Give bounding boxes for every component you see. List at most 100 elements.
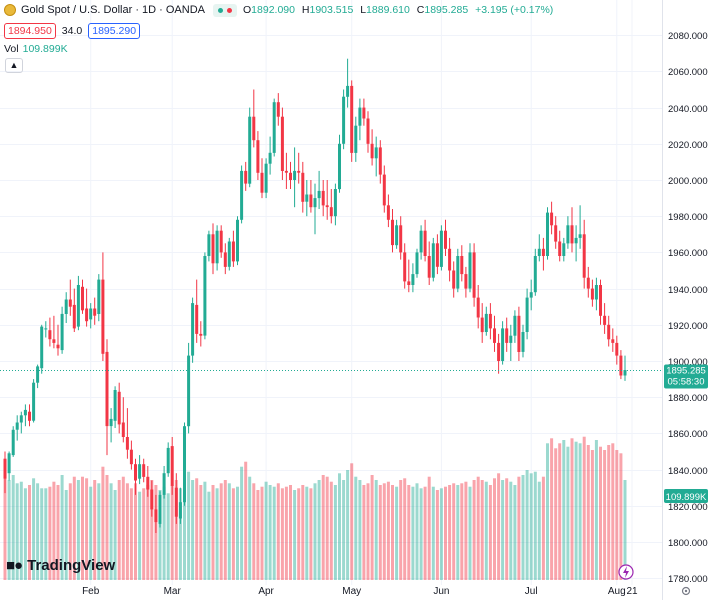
volume-bar — [52, 481, 56, 580]
volume-bar — [317, 480, 321, 580]
candle — [244, 161, 248, 191]
price-tick-label: 1780.000 — [668, 574, 708, 585]
candle — [207, 230, 211, 262]
tradingview-logo[interactable]: ■● TradingView — [6, 557, 115, 574]
volume-bar — [301, 485, 305, 580]
candle — [427, 241, 431, 285]
volume-bar — [448, 485, 452, 580]
candle — [158, 491, 162, 528]
price-axis[interactable]: 1780.000 1800.000 1820.000 1840.000 1860.000… — [668, 31, 708, 585]
candle — [272, 98, 276, 157]
candle — [513, 310, 517, 343]
volume-bar — [68, 483, 72, 580]
volume-bar — [603, 450, 607, 580]
candle — [195, 279, 199, 343]
candle — [178, 487, 182, 524]
symbol-title[interactable]: Gold Spot / U.S. Dollar · 1D · OANDA — [21, 4, 205, 16]
candle — [174, 473, 178, 524]
candle — [187, 342, 191, 434]
candle — [472, 243, 476, 307]
candle — [374, 136, 378, 177]
volume-bar — [166, 493, 170, 580]
volume-label[interactable]: Vol — [4, 43, 19, 55]
candle — [509, 324, 513, 361]
volume-bar — [505, 478, 509, 580]
volume-bar — [342, 480, 346, 580]
volume-bar — [570, 438, 574, 580]
volume-bar — [297, 488, 301, 580]
volume-bar — [105, 475, 109, 580]
candle — [497, 333, 501, 374]
buy-button[interactable]: 1895.290 — [88, 23, 141, 39]
candle — [423, 219, 427, 262]
sell-button[interactable]: 1894.950 — [4, 23, 56, 39]
candle — [333, 183, 337, 226]
volume-bar — [623, 480, 627, 580]
candle — [386, 194, 390, 228]
candle — [325, 180, 329, 220]
volume-bar — [362, 485, 366, 580]
volume-bar — [125, 483, 129, 580]
volume-bar — [89, 486, 93, 580]
candle — [219, 225, 223, 258]
volume-bar — [305, 486, 309, 580]
volume-bar — [32, 478, 36, 580]
candle — [415, 248, 419, 278]
candle — [264, 158, 268, 199]
volume-bar — [517, 476, 521, 580]
price-tick-label: 2020.000 — [668, 140, 708, 151]
volume-bar — [199, 485, 203, 580]
candle — [289, 161, 292, 189]
volume-bar — [599, 446, 602, 580]
candle — [448, 237, 452, 282]
candle — [56, 324, 60, 356]
tradingview-logo-icon: ■● — [6, 557, 23, 574]
volume-bar — [411, 486, 415, 580]
candle — [276, 93, 280, 126]
time-axis[interactable]: Feb Mar Apr May Jun Jul Aug 21 — [82, 586, 638, 597]
candle — [28, 404, 31, 427]
volume-bars — [3, 436, 627, 580]
volume-bar — [138, 491, 142, 580]
volume-bar — [366, 483, 370, 580]
candle — [11, 426, 15, 457]
price-tick-label: 2060.000 — [668, 67, 708, 78]
settings-gear-icon[interactable] — [681, 586, 691, 596]
volume-bar — [93, 480, 97, 580]
candle — [623, 355, 627, 381]
candle — [215, 225, 219, 271]
candle — [231, 230, 235, 267]
chevron-up-icon[interactable]: ▲ — [5, 58, 23, 73]
lightning-icon[interactable] — [618, 564, 634, 580]
logo-text: TradingView — [27, 557, 116, 574]
volume-bar — [456, 485, 460, 580]
price-tick-label: 1920.000 — [668, 321, 708, 332]
volume-bar — [7, 480, 11, 580]
candle — [64, 292, 68, 323]
volume-bar — [619, 453, 623, 580]
candle — [146, 466, 150, 497]
visibility-toggle-icon[interactable] — [213, 3, 237, 17]
candle — [211, 223, 215, 275]
candle — [93, 297, 97, 325]
candle — [284, 152, 288, 189]
candle — [125, 408, 129, 459]
candle — [227, 237, 231, 271]
candle — [546, 207, 549, 260]
volume-bar — [264, 481, 268, 580]
volume-bar — [546, 443, 549, 580]
candle — [321, 180, 325, 217]
candle — [603, 303, 607, 334]
volume-bar — [134, 483, 137, 580]
open-value: 1892.090 — [251, 4, 295, 16]
candle — [582, 219, 586, 289]
candle — [407, 259, 411, 293]
candle — [142, 458, 146, 483]
volume-bar — [550, 438, 554, 580]
volume-bar — [590, 450, 594, 580]
volume-bar — [594, 440, 598, 580]
candle — [44, 321, 48, 338]
volume-bar — [427, 476, 431, 580]
volume-bar — [386, 481, 390, 580]
